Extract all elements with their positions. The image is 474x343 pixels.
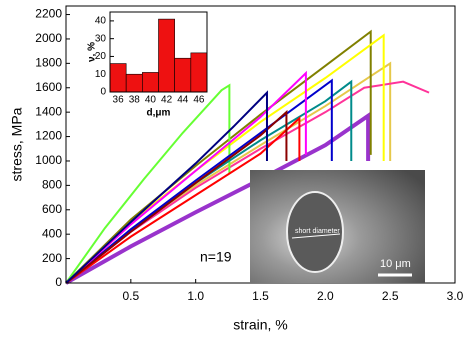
curve [65,90,268,284]
x-tick-label: 42 [161,95,173,106]
x-tick-label: 2.0 [317,289,334,303]
x-tick-label: 44 [177,95,189,106]
curve [65,29,372,284]
y-axis-label: stress, MPa [9,107,25,181]
diameter-line [291,233,341,239]
y-tick-label: 800 [42,178,62,192]
y-tick-label: 40 [95,16,107,27]
y-tick-label: 1800 [35,56,62,70]
annotation: short diameter [295,228,340,235]
x-axis-label: d,μm [147,108,171,119]
y-tick-label: 2200 [35,7,62,21]
inset-plot: 36 38 40 42 44 46 0 10 20 30 40 d,μm ν, % [87,11,208,119]
y-tick-label: 400 [42,226,62,240]
bar [109,63,127,93]
y-tick-label: 1000 [35,153,62,167]
y-tick-label: 20 [95,51,107,62]
y-tick-label: 600 [42,202,62,216]
y-tick-label: 30 [95,33,107,44]
curve [65,83,231,284]
bar [190,52,208,93]
bar [158,18,175,93]
x-tick-label: 40 [145,95,157,106]
curve [65,78,333,284]
x-tick-label: 1.0 [187,289,204,303]
y-tick-label: 200 [42,251,62,265]
bar [142,72,159,93]
y-tick-label: 0 [100,87,106,98]
y-tick-label: 1400 [35,104,62,118]
fiber-section [286,191,344,273]
y-tick-label: 2000 [35,31,62,45]
y-tick-label: 10 [95,69,107,80]
annotation: n=19 [200,249,232,265]
curve [65,70,307,284]
x-tick-label: 46 [193,95,205,106]
y-tick-label: 0 [55,275,62,289]
x-tick-label: 36 [113,95,125,106]
x-axis-label: strain, % [233,317,287,333]
main-plot: 0.5 1.0 1.5 2.0 2.5 3.00200400600800100012001… [35,5,464,303]
x-tick-label: 38 [129,95,141,106]
y-tick-label: 1600 [35,80,62,94]
annotation: 10 μm [380,258,411,270]
curve [65,109,288,284]
bar [125,73,143,93]
curve [65,116,301,284]
inset-frame [109,11,208,93]
x-tick-label: 2.5 [382,289,399,303]
x-tick-label: 3.0 [447,289,464,303]
x-tick-label: 1.5 [252,289,269,303]
x-tick-label: 0.5 [122,289,139,303]
y-tick-label: 1200 [35,129,62,143]
bar [174,57,192,93]
y-axis-label: ν, % [87,42,98,62]
